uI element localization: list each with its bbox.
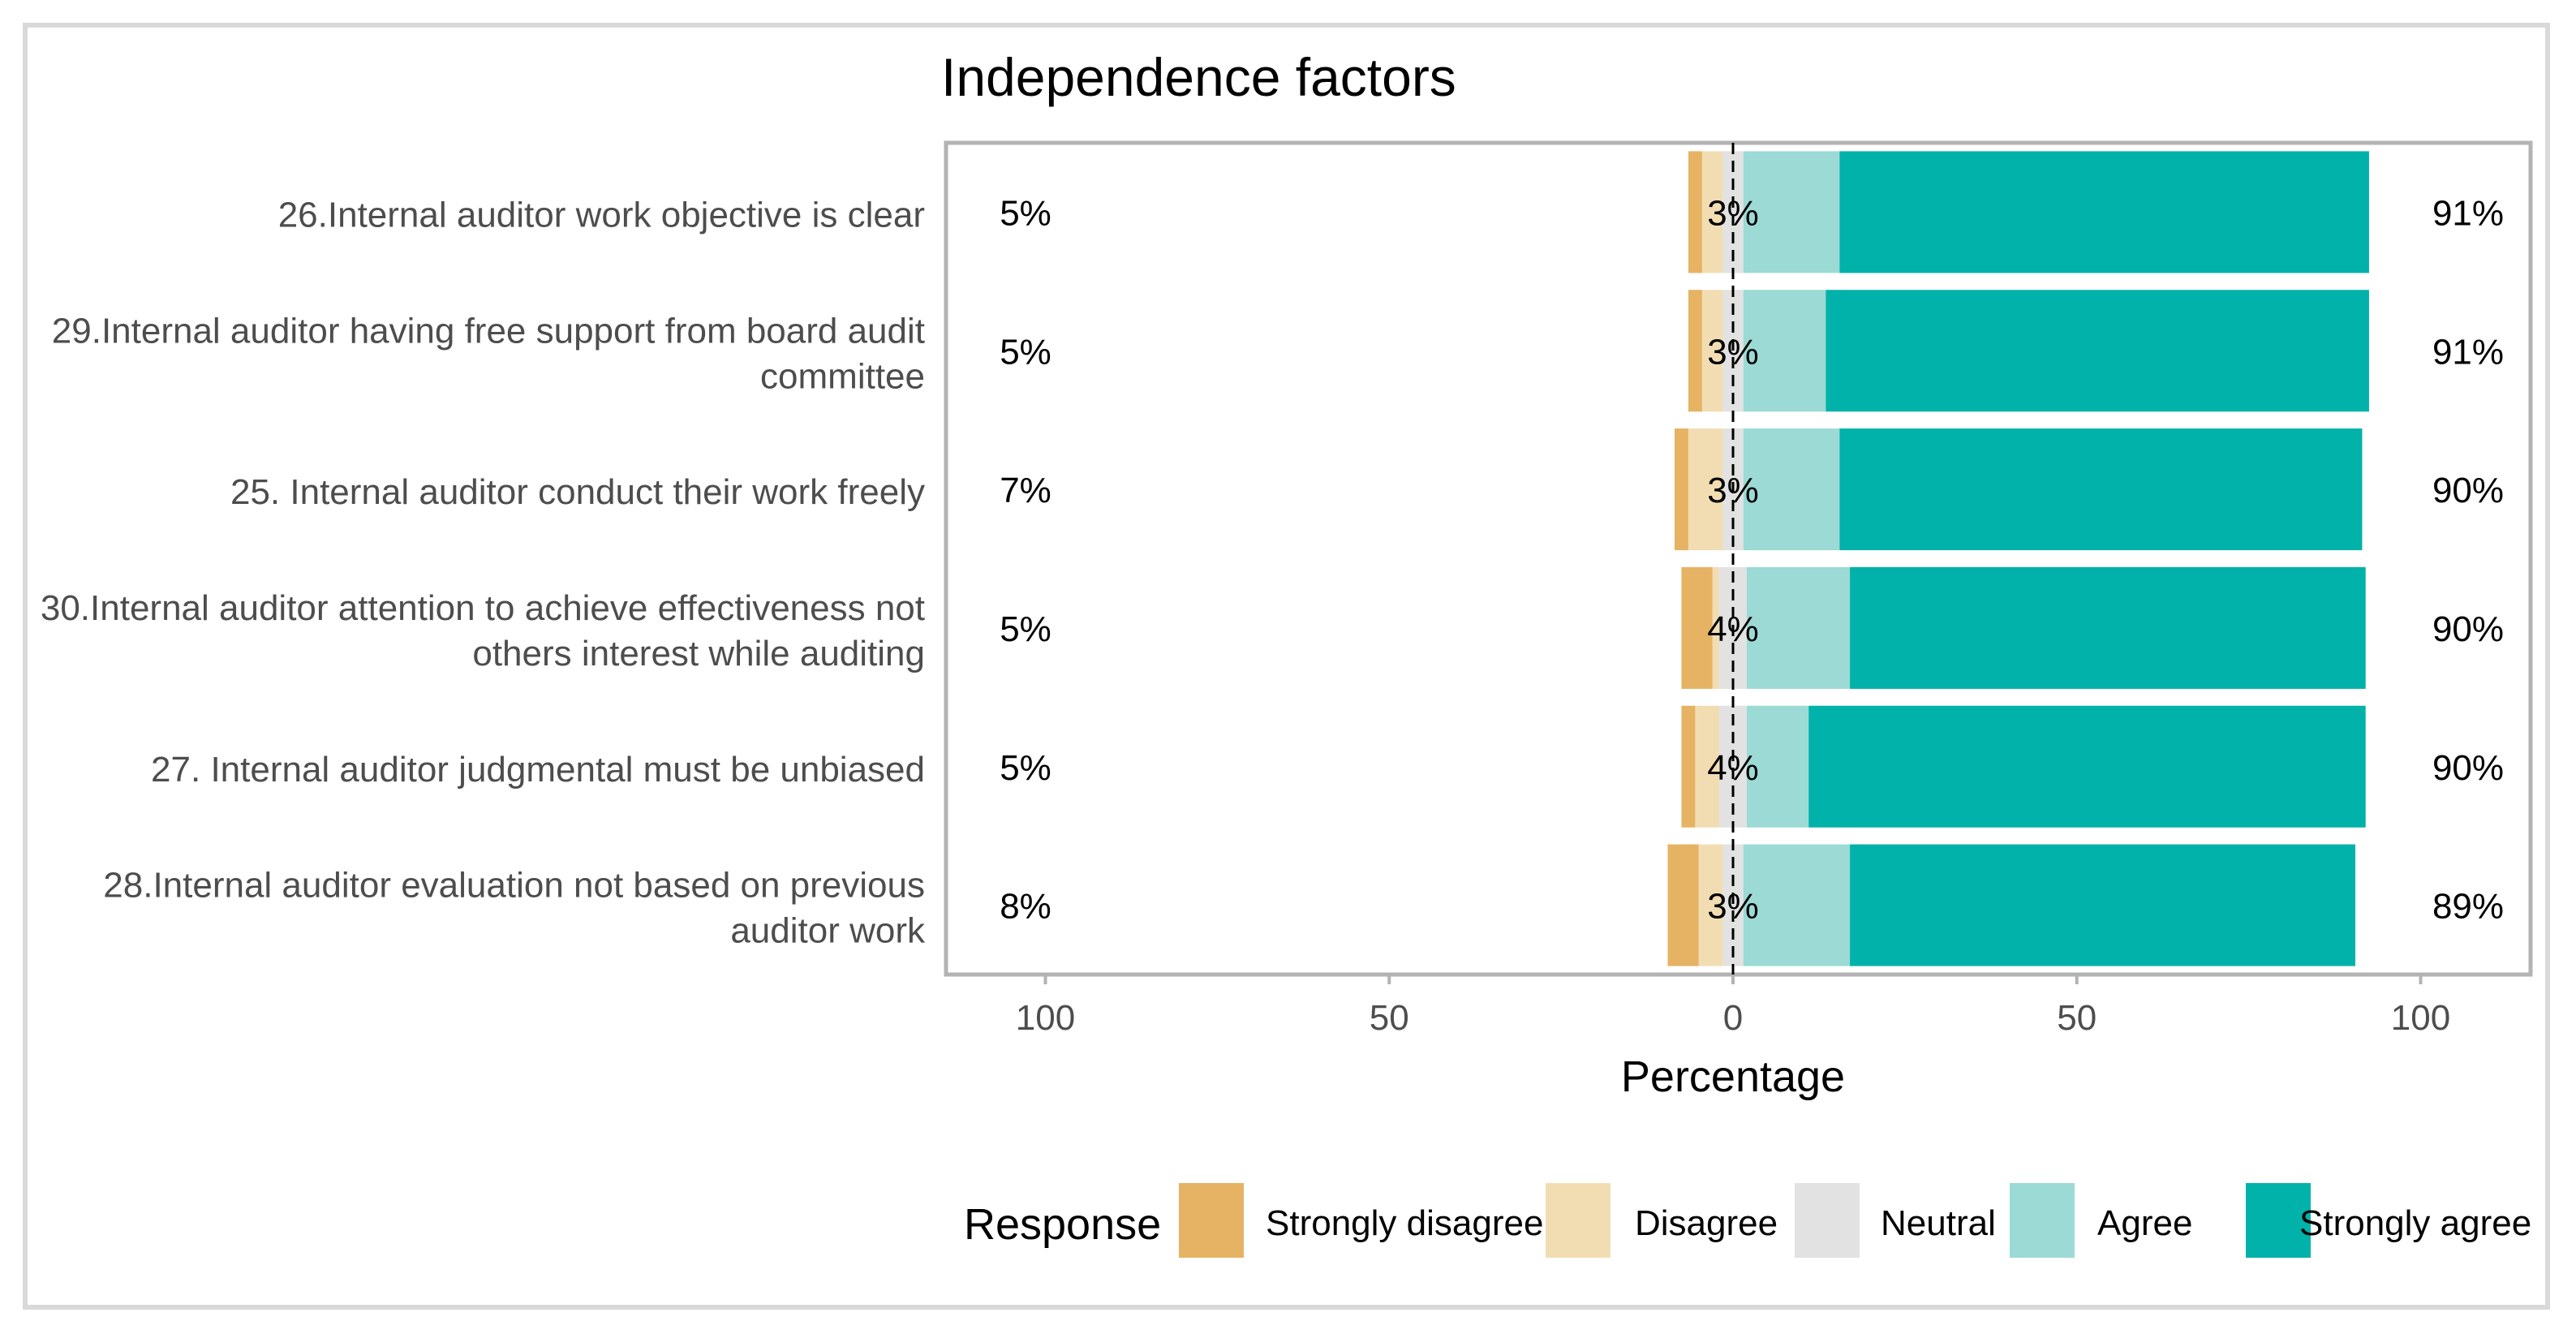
x-tick-label: 0 — [1723, 998, 1743, 1038]
legend-swatch-strongly-agree — [2246, 1183, 2311, 1258]
x-tick-label: 100 — [1016, 998, 1075, 1038]
center-percent-label: 3% — [1707, 332, 1759, 372]
right-percent-label: 89% — [2432, 887, 2504, 927]
row-label-line: auditor work — [730, 911, 926, 951]
bar-agree — [1743, 290, 1826, 412]
bar-agree — [1746, 566, 1851, 689]
center-percent-label: 3% — [1707, 471, 1759, 510]
row-label-line: 26.Internal auditor work objective is cl… — [278, 195, 925, 235]
bar-strongly-agree — [1850, 566, 2366, 689]
legend-label-disagree: Disagree — [1635, 1203, 1778, 1243]
bars — [1667, 143, 2369, 975]
legend-swatch-agree — [2010, 1183, 2075, 1258]
bar-strongly-agree — [1839, 428, 2363, 551]
right-percent-label: 91% — [2432, 332, 2504, 372]
bar-strongly-agree — [1826, 290, 2369, 412]
bar-strongly-disagree — [1667, 844, 1699, 966]
bar-disagree — [1698, 844, 1723, 966]
value-labels: 5% 3% 91% 5% 3% 91% 7% 3% 90% 5% 4% 90% 5% 4% 90% 8% 3% 8… — [1000, 193, 2504, 926]
center-percent-label: 3% — [1707, 887, 1759, 927]
row-label-line: others interest while auditing — [472, 634, 925, 673]
left-percent-label: 8% — [1000, 887, 1051, 927]
row-label-line: 28.Internal auditor evaluation not based… — [103, 866, 925, 906]
bar-strongly-disagree — [1688, 290, 1702, 412]
x-tick-label: 50 — [1370, 998, 1409, 1038]
bar-agree — [1743, 151, 1840, 273]
row-label: 27. Internal auditor judgmental must be … — [151, 750, 925, 790]
legend-label-neutral: Neutral — [1881, 1203, 1996, 1243]
bar-disagree — [1695, 705, 1720, 828]
bar-disagree — [1701, 151, 1723, 273]
legend: Response Strongly disagree Disagree Neutral… — [964, 1183, 2531, 1258]
right-percent-label: 91% — [2432, 193, 2504, 233]
x-tick-label: 100 — [2391, 998, 2450, 1038]
legend-label-strongly-disagree: Strongly disagree — [1266, 1203, 1543, 1243]
legend-swatch-neutral — [1795, 1183, 1860, 1258]
right-percent-label: 90% — [2432, 609, 2504, 649]
center-percent-label: 4% — [1707, 748, 1759, 788]
bar-agree — [1746, 705, 1809, 828]
bar-strongly-agree — [1839, 151, 2369, 273]
left-percent-label: 7% — [1000, 471, 1051, 510]
left-percent-label: 5% — [1000, 193, 1051, 233]
bar-disagree — [1712, 566, 1720, 689]
row-label-line: 25. Internal auditor conduct their work … — [230, 472, 925, 512]
x-axis: 100 50 0 50 100 — [1016, 975, 2450, 1038]
bar-strongly-disagree — [1681, 566, 1713, 689]
bar-strongly-agree — [1808, 705, 2366, 828]
bar-strongly-agree — [1850, 844, 2355, 966]
x-axis-title: Percentage — [1621, 1052, 1845, 1101]
bar-strongly-disagree — [1674, 428, 1688, 551]
legend-label-agree: Agree — [2097, 1203, 2192, 1243]
bar-strongly-disagree — [1681, 705, 1696, 828]
left-percent-label: 5% — [1000, 332, 1051, 372]
row-labels: 26.Internal auditor work objective is cl… — [41, 195, 926, 950]
left-percent-label: 5% — [1000, 609, 1051, 649]
row-label: 29.Internal auditor having free support … — [52, 311, 925, 396]
row-label: 28.Internal auditor evaluation not based… — [103, 866, 926, 951]
legend-swatch-disagree — [1546, 1183, 1611, 1258]
legend-title: Response — [964, 1200, 1161, 1249]
bar-strongly-disagree — [1688, 151, 1702, 273]
bar-disagree — [1688, 428, 1723, 551]
bar-agree — [1743, 844, 1851, 966]
bar-agree — [1743, 428, 1840, 551]
row-label-line: 27. Internal auditor judgmental must be … — [151, 750, 925, 790]
row-label: 26.Internal auditor work objective is cl… — [278, 195, 925, 235]
chart-title: Independence factors — [941, 47, 1456, 107]
legend-label-strongly-agree: Strongly agree — [2299, 1203, 2531, 1243]
row-label-line: 29.Internal auditor having free support … — [52, 311, 925, 351]
right-percent-label: 90% — [2432, 748, 2504, 788]
left-percent-label: 5% — [1000, 748, 1051, 788]
row-label-line: committee — [760, 356, 925, 396]
row-label: 30.Internal auditor attention to achieve… — [41, 588, 925, 673]
center-percent-label: 3% — [1707, 193, 1759, 233]
row-label-line: 30.Internal auditor attention to achieve… — [41, 588, 925, 628]
bar-disagree — [1701, 290, 1723, 412]
plot-panel — [944, 140, 2533, 977]
plot-panel-border — [944, 140, 2533, 977]
row-label: 25. Internal auditor conduct their work … — [230, 472, 925, 512]
center-percent-label: 4% — [1707, 609, 1759, 649]
right-percent-label: 90% — [2432, 471, 2504, 510]
x-tick-label: 50 — [2057, 998, 2096, 1038]
legend-swatch-strongly-disagree — [1179, 1183, 1244, 1258]
